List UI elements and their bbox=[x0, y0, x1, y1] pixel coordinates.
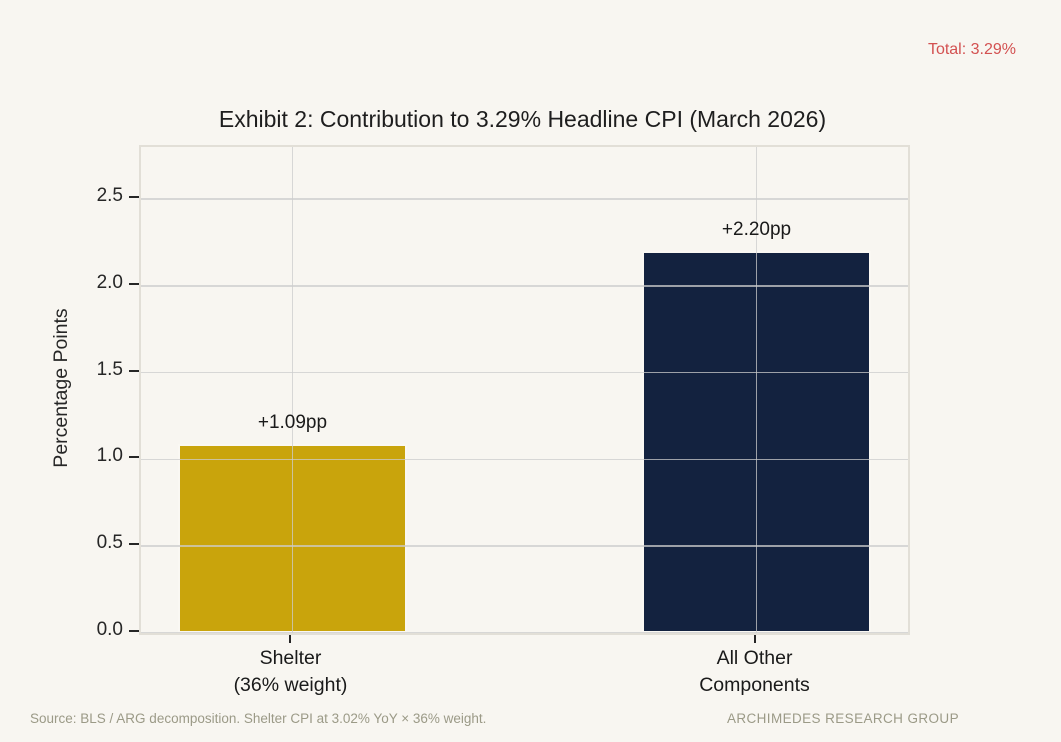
y-tick-mark bbox=[129, 369, 139, 372]
gridline-horizontal bbox=[141, 198, 908, 200]
total-annotation: Total: 3.29% bbox=[927, 41, 1016, 58]
y-tick-mark bbox=[129, 630, 139, 632]
gridline-horizontal bbox=[141, 632, 908, 633]
footer-source-note: Source: BLS / ARG decomposition. Shelter… bbox=[30, 711, 487, 726]
bar-value-label: +1.09pp bbox=[257, 411, 328, 433]
gridline-horizontal bbox=[141, 371, 908, 374]
y-tick-mark bbox=[129, 196, 139, 199]
gridline-vertical bbox=[755, 147, 758, 633]
chart-title: Exhibit 2: Contribution to 3.29% Headlin… bbox=[218, 106, 827, 132]
y-tick-label: 2.0 bbox=[96, 271, 123, 293]
gridline-horizontal bbox=[141, 285, 908, 287]
gridline-horizontal bbox=[141, 458, 908, 461]
x-tick-label: Shelter (36% weight) bbox=[233, 647, 348, 696]
y-tick-label: 1.0 bbox=[96, 445, 123, 467]
y-tick-label: 2.5 bbox=[96, 185, 123, 207]
bar-value-label: +2.20pp bbox=[721, 219, 792, 241]
plot-inner: +1.09pp +2.20pp bbox=[141, 147, 908, 633]
x-tick-mark bbox=[289, 635, 292, 643]
y-tick-label: 1.5 bbox=[96, 358, 123, 380]
gridline-vertical bbox=[291, 147, 294, 633]
y-tick-mark bbox=[129, 543, 139, 546]
y-tick-mark bbox=[129, 282, 139, 285]
x-tick-mark bbox=[753, 635, 756, 643]
footer-brand: ARCHIMEDES RESEARCH GROUP bbox=[726, 711, 959, 726]
x-tick-label: All Other Components bbox=[699, 647, 810, 696]
y-tick-label: 0.0 bbox=[96, 619, 123, 640]
gridline-horizontal bbox=[141, 545, 908, 547]
y-tick-mark bbox=[129, 456, 139, 459]
plot-area: +1.09pp +2.20pp bbox=[139, 145, 910, 635]
y-tick-label: 0.5 bbox=[96, 532, 123, 554]
